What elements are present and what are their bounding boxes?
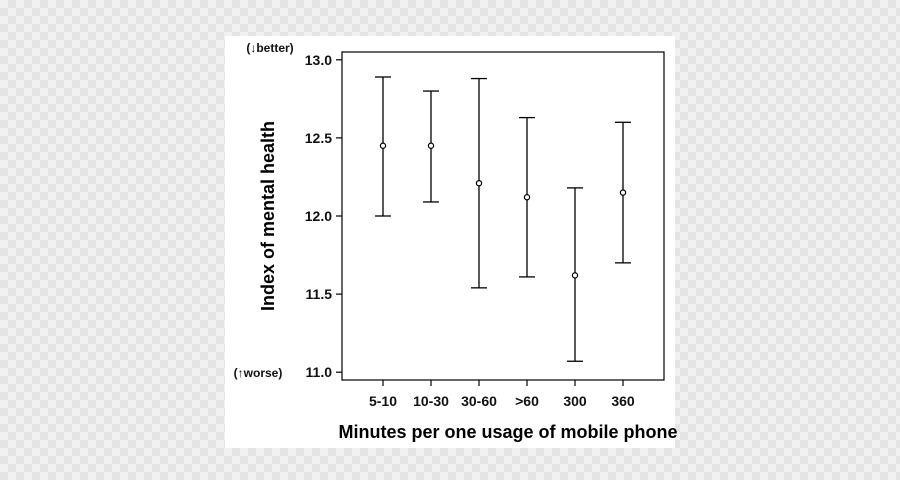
y-axis-ticks: 11.0 11.5 12.0 12.5 13.0 bbox=[305, 52, 342, 380]
x-tick-label: 30-60 bbox=[461, 393, 497, 409]
better-annotation: (↓better) bbox=[246, 41, 293, 55]
x-tick-label: 5-10 bbox=[369, 393, 397, 409]
x-axis-label: Minutes per one usage of mobile phone bbox=[338, 422, 677, 442]
y-tick-label: 11.5 bbox=[306, 286, 333, 302]
worse-annotation: (↑worse) bbox=[234, 366, 283, 380]
x-tick-label: 360 bbox=[611, 393, 635, 409]
y-tick-label: 13.0 bbox=[305, 52, 332, 68]
y-tick-label: 12.0 bbox=[305, 208, 332, 224]
x-tick-label: 10-30 bbox=[413, 393, 449, 409]
mean-point bbox=[619, 189, 627, 196]
y-axis-label: Index of mental health bbox=[258, 121, 278, 311]
chart-panel bbox=[225, 36, 675, 448]
error-bars bbox=[375, 76, 631, 362]
x-axis-ticks: 5-10 10-30 30-60 >60 300 360 bbox=[369, 380, 635, 409]
y-tick-label: 12.5 bbox=[305, 130, 332, 146]
mean-point bbox=[427, 142, 435, 149]
mean-point bbox=[571, 272, 579, 279]
y-tick-label: 11.0 bbox=[306, 364, 333, 380]
x-tick-label: 300 bbox=[563, 393, 587, 409]
mean-point bbox=[523, 194, 531, 201]
mean-point bbox=[475, 179, 483, 187]
mean-point bbox=[379, 142, 387, 149]
x-tick-label: >60 bbox=[515, 393, 539, 409]
